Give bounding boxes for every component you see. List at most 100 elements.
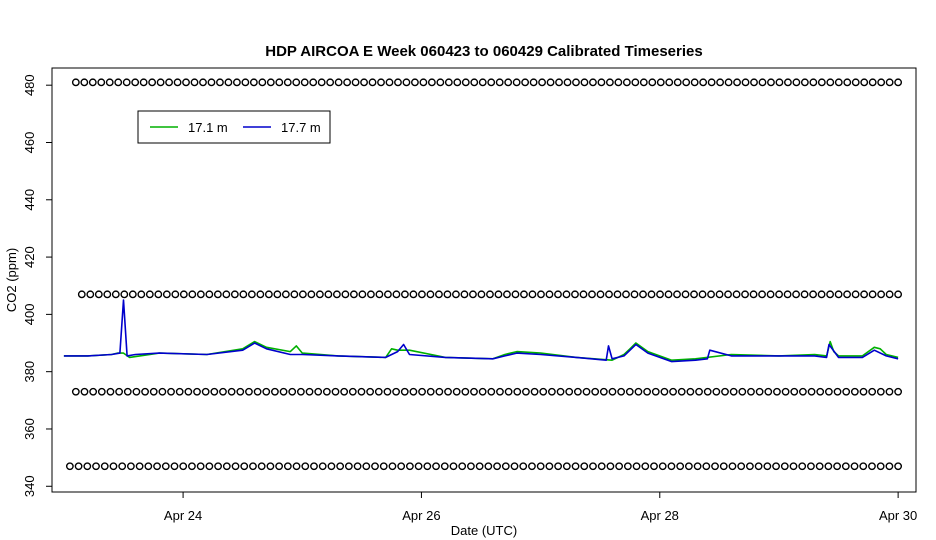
marker-point [833,462,841,471]
marker-point [790,387,799,396]
marker-point [625,387,634,396]
marker-point [141,387,149,396]
marker-point [418,290,426,299]
marker-point [615,462,624,471]
marker-point [305,387,314,396]
marker-point [179,290,188,299]
marker-point [824,462,833,471]
marker-point [256,290,265,299]
marker-point [227,387,236,396]
marker-point [290,290,299,299]
marker-point [690,290,698,299]
marker-point [868,78,877,87]
marker-point [236,387,245,396]
marker-point [149,387,158,396]
marker-point [115,387,124,396]
marker-point [92,462,100,471]
marker-point [71,78,80,87]
y-tick-label-420: 420 [22,246,37,268]
marker-point [656,78,665,87]
marker-point [397,462,406,471]
marker-point [158,387,167,396]
marker-point [379,462,388,471]
marker-point [749,290,758,299]
y-axis: 340 360 380 400 420 440 460 480 [22,74,52,497]
legend: 17.1 m 17.7 m [137,110,331,144]
marker-point [461,387,470,396]
marker-point [868,290,877,299]
marker-point [144,462,153,471]
marker-point [487,387,496,396]
marker-point [196,290,205,299]
marker-point [484,462,493,471]
marker-point [682,78,691,87]
marker-point [173,78,182,87]
marker-point [444,387,452,396]
x-axis-label: Date (UTC) [451,523,517,538]
marker-point [262,387,271,396]
marker-point [145,290,154,299]
marker-point [495,78,504,87]
marker-point [617,387,626,396]
marker-point [427,78,436,87]
marker-point [322,387,331,396]
marker-point [414,462,423,471]
marker-point [766,290,775,299]
marker-point [222,290,231,299]
marker-point [528,462,536,471]
marker-point [367,290,375,299]
marker-point [631,78,640,87]
marker-point [362,462,371,471]
marker-point [547,387,556,396]
marker-point [613,290,622,299]
marker-point [589,462,597,471]
marker-point [162,290,171,299]
marker-point [131,78,140,87]
marker-point [579,290,588,299]
marker-point [545,462,554,471]
marker-point [501,462,510,471]
marker-point [470,387,478,396]
marker-point [746,462,754,471]
marker-point [199,78,207,87]
marker-point [86,290,95,299]
marker-point [213,290,222,299]
marker-point [458,462,467,471]
marker-point [487,78,496,87]
marker-point [630,290,639,299]
marker-point [478,387,487,396]
marker-point [537,290,545,299]
marker-point [239,290,248,299]
series-line-17-7m [63,299,899,363]
marker-point [170,462,179,471]
marker-point [156,78,165,87]
marker-point [707,78,716,87]
marker-point [894,387,903,396]
marker-point [632,462,641,471]
marker-point [324,290,333,299]
marker-point [496,387,504,396]
legend-label-17-7m: 17.7 m [281,120,321,135]
marker-point [885,78,894,87]
x-tick-label-26: Apr 26 [402,508,440,523]
marker-point [728,462,737,471]
marker-point [137,290,146,299]
marker-point [693,462,702,471]
marker-point [300,78,309,87]
marker-point [139,78,148,87]
marker-point [275,462,284,471]
marker-point [493,462,501,471]
marker-point [435,387,444,396]
marker-point [83,462,92,471]
marker-point [360,78,368,87]
marker-point [520,290,528,299]
marker-point [88,78,97,87]
marker-point [74,462,83,471]
marker-point [885,387,894,396]
marker-point [135,462,144,471]
marker-point [885,462,894,471]
marker-point [571,290,579,299]
marker-point [432,462,440,471]
marker-point [807,462,815,471]
